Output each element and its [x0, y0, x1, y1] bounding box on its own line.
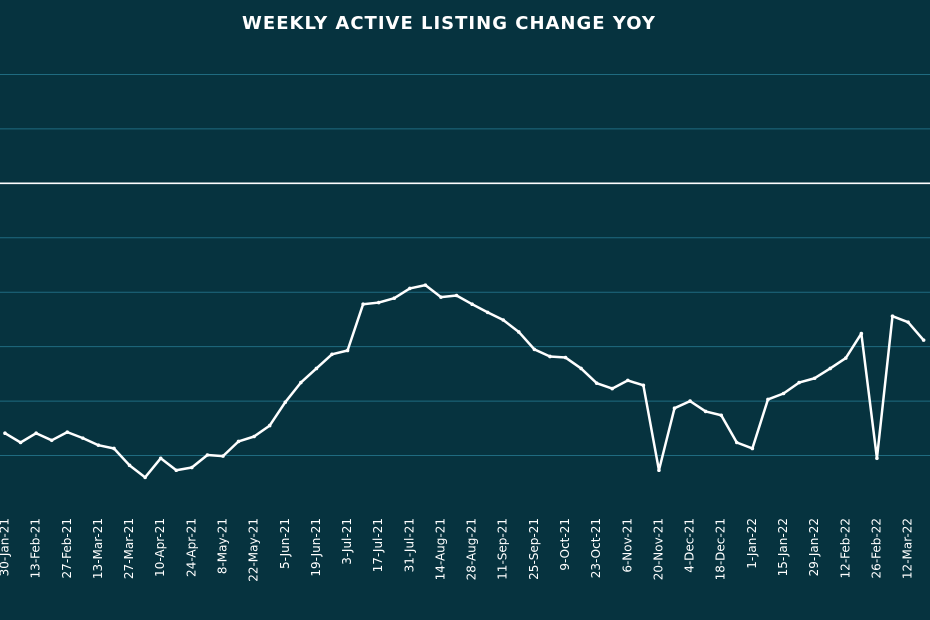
- point: [423, 283, 428, 287]
- x-tick-label: 26-Feb-22: [869, 518, 883, 578]
- point: [112, 446, 116, 451]
- x-tick-label: 13-Mar-21: [91, 518, 105, 579]
- x-tick-label: 12-Mar-22: [901, 518, 915, 579]
- point: [672, 406, 677, 410]
- point: [641, 383, 646, 388]
- point: [719, 413, 724, 418]
- point: [376, 300, 381, 305]
- point: [3, 431, 7, 436]
- x-tick-label: 11-Sep-21: [496, 518, 510, 580]
- point: [345, 348, 350, 353]
- x-tick-label: 29-Jan-22: [807, 518, 821, 576]
- point: [766, 397, 770, 402]
- point: [470, 302, 474, 307]
- point: [361, 302, 365, 307]
- chart-title: WEEKLY ACTIVE LISTING CHANGE YOY: [242, 13, 656, 34]
- x-tick-label: 8-May-21: [215, 518, 229, 574]
- x-tick-label: 20-Nov-21: [651, 518, 665, 580]
- point: [563, 355, 568, 360]
- x-tick-label: 10-Apr-21: [153, 518, 167, 577]
- line: [4, 283, 925, 479]
- point: [454, 293, 459, 298]
- point: [236, 439, 241, 444]
- x-tick-label: 9-Oct-21: [558, 518, 572, 571]
- x-tick-label: 15-Jan-22: [776, 518, 790, 576]
- x-tick-label: 5-Jun-21: [278, 518, 292, 569]
- point: [626, 378, 630, 383]
- x-tick-label: 4-Dec-21: [683, 518, 697, 573]
- point: [812, 376, 817, 381]
- x-tick-label: 19-Jun-21: [309, 518, 323, 577]
- point: [843, 356, 848, 360]
- x-tick-label: 27-Feb-21: [60, 518, 74, 578]
- x-tick-label: 30-Jan-21: [0, 518, 12, 576]
- point: [49, 438, 54, 443]
- point: [797, 380, 801, 385]
- point: [158, 456, 163, 461]
- point: [283, 400, 288, 405]
- x-tick-label: 18-Dec-21: [714, 518, 728, 580]
- point: [81, 436, 85, 440]
- point: [252, 434, 256, 439]
- x-tick-label: 13-Feb-21: [29, 518, 43, 578]
- point: [750, 446, 755, 451]
- x-tick-label: 1-Jan-22: [745, 518, 759, 569]
- point: [579, 366, 583, 371]
- point: [890, 314, 895, 318]
- point: [330, 352, 334, 357]
- point: [174, 468, 179, 473]
- x-tick-label: 27-Mar-21: [122, 518, 136, 579]
- point: [485, 310, 490, 315]
- x-tick-label: 28-Aug-21: [465, 518, 479, 580]
- point: [190, 465, 194, 470]
- point: [875, 456, 879, 461]
- point: [501, 318, 506, 322]
- point: [65, 430, 70, 434]
- point: [859, 331, 864, 336]
- x-tick-label: 22-May-21: [247, 518, 261, 582]
- point: [921, 338, 926, 342]
- point: [688, 399, 692, 403]
- point: [34, 431, 38, 436]
- point: [703, 409, 708, 414]
- x-tick-label: 24-Apr-21: [184, 518, 198, 577]
- point: [657, 468, 661, 473]
- point: [610, 386, 615, 391]
- point: [517, 330, 521, 334]
- point: [221, 454, 225, 458]
- point: [408, 286, 412, 291]
- point: [314, 366, 319, 371]
- point: [96, 443, 101, 448]
- x-tick-label: 14-Aug-21: [433, 518, 447, 580]
- x-tick-label: 23-Oct-21: [589, 518, 603, 578]
- point: [828, 366, 833, 371]
- x-tick-label: 17-Jul-21: [371, 518, 385, 572]
- point: [439, 295, 443, 299]
- point: [205, 453, 210, 457]
- point: [734, 440, 739, 445]
- point: [267, 423, 272, 428]
- point: [18, 440, 23, 445]
- point: [143, 475, 147, 480]
- point: [548, 354, 552, 359]
- x-tick-label: 31-Jul-21: [402, 518, 416, 572]
- point: [127, 463, 132, 468]
- point: [299, 380, 303, 385]
- x-tick-label: 3-Jul-21: [340, 518, 354, 565]
- point: [906, 320, 910, 324]
- point: [532, 347, 537, 352]
- point: [781, 391, 786, 396]
- x-tick-label: 6-Nov-21: [620, 518, 634, 573]
- x-tick-label: 25-Sep-21: [527, 518, 541, 580]
- x-tick-label: 12-Feb-22: [838, 518, 852, 578]
- point: [392, 296, 397, 301]
- point: [594, 381, 599, 385]
